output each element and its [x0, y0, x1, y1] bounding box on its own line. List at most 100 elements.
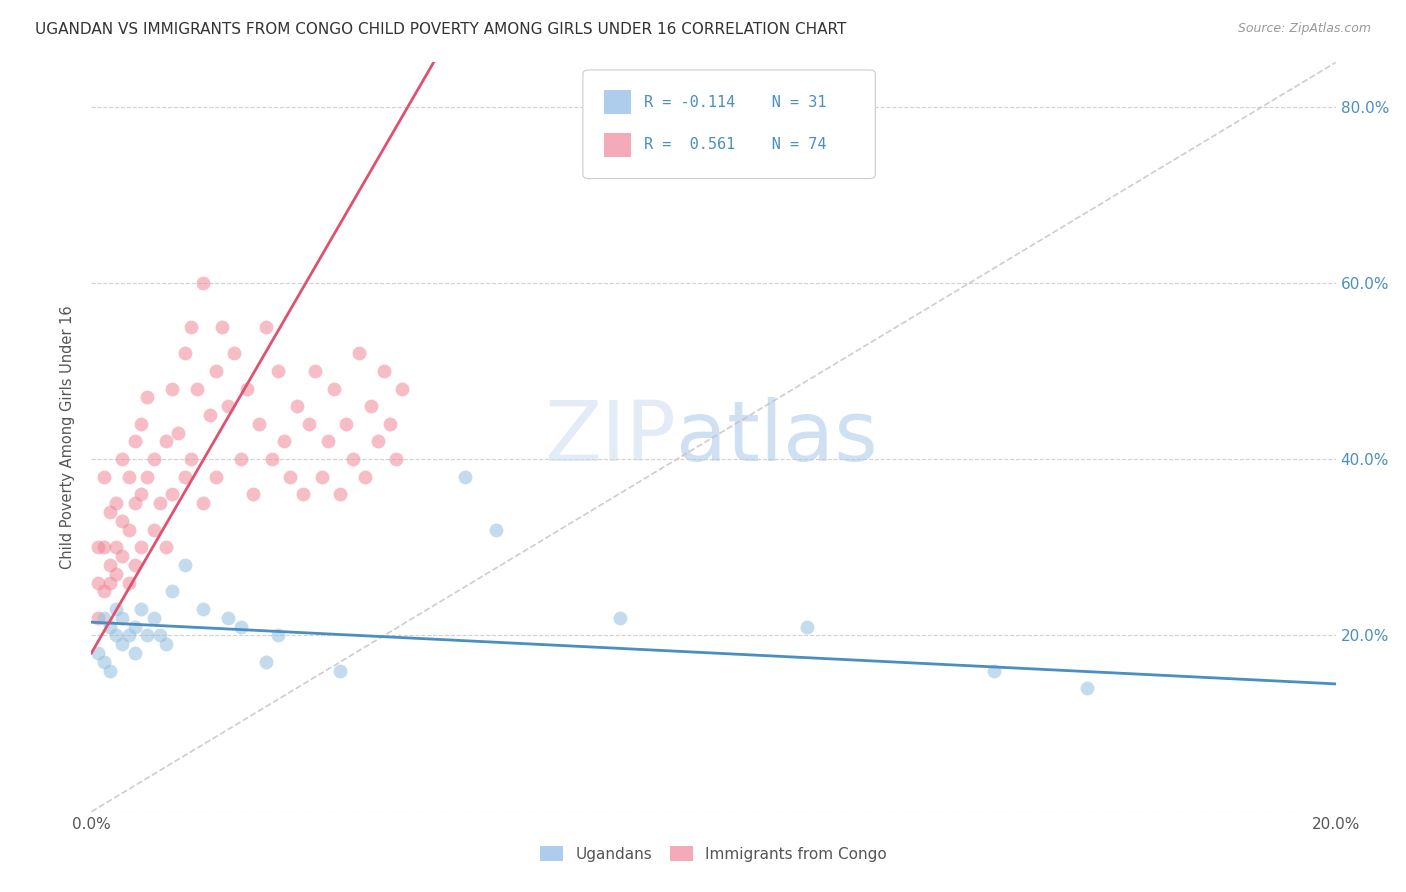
Point: [93, 584, 115, 599]
Point: [111, 611, 134, 625]
Point: [142, 523, 165, 537]
Bar: [605, 133, 631, 157]
Point: [193, 496, 215, 510]
Point: [86, 541, 108, 555]
Point: [105, 628, 128, 642]
Point: [149, 628, 172, 642]
Point: [124, 434, 146, 449]
Point: [118, 469, 141, 483]
Point: [155, 541, 177, 555]
Point: [173, 558, 195, 572]
Point: [111, 514, 134, 528]
Point: [217, 399, 239, 413]
Point: [1076, 681, 1098, 696]
Y-axis label: Child Poverty Among Girls Under 16: Child Poverty Among Girls Under 16: [60, 305, 76, 569]
Point: [224, 346, 246, 360]
Point: [105, 496, 128, 510]
Bar: [605, 90, 631, 114]
Point: [136, 391, 159, 405]
Point: [93, 655, 115, 669]
Point: [129, 602, 152, 616]
Point: [149, 496, 172, 510]
Point: [186, 382, 208, 396]
Point: [111, 549, 134, 563]
Point: [118, 628, 141, 642]
Point: [93, 469, 115, 483]
Point: [367, 434, 389, 449]
Point: [93, 611, 115, 625]
FancyBboxPatch shape: [583, 70, 876, 178]
Text: Source: ZipAtlas.com: Source: ZipAtlas.com: [1237, 22, 1371, 36]
Point: [254, 655, 277, 669]
Point: [267, 628, 290, 642]
Point: [105, 541, 128, 555]
Point: [180, 452, 202, 467]
Point: [124, 646, 146, 660]
Point: [285, 399, 308, 413]
Point: [485, 523, 508, 537]
Point: [193, 602, 215, 616]
Point: [98, 505, 121, 519]
Point: [229, 619, 252, 633]
Point: [162, 487, 184, 501]
Point: [247, 417, 270, 431]
Point: [273, 434, 295, 449]
Point: [98, 664, 121, 678]
Point: [105, 602, 128, 616]
Point: [267, 364, 290, 378]
Point: [162, 382, 184, 396]
Point: [180, 319, 202, 334]
Point: [86, 646, 108, 660]
Point: [124, 619, 146, 633]
Point: [205, 364, 228, 378]
Point: [453, 469, 475, 483]
Point: [229, 452, 252, 467]
Point: [329, 664, 352, 678]
Text: UGANDAN VS IMMIGRANTS FROM CONGO CHILD POVERTY AMONG GIRLS UNDER 16 CORRELATION : UGANDAN VS IMMIGRANTS FROM CONGO CHILD P…: [35, 22, 846, 37]
Point: [342, 452, 364, 467]
Point: [193, 276, 215, 290]
Point: [162, 584, 184, 599]
Text: R = -0.114    N = 31: R = -0.114 N = 31: [644, 95, 827, 110]
Point: [167, 425, 190, 440]
Point: [205, 469, 228, 483]
Point: [98, 575, 121, 590]
Point: [291, 487, 314, 501]
Point: [129, 487, 152, 501]
Point: [329, 487, 352, 501]
Point: [391, 382, 413, 396]
Point: [118, 575, 141, 590]
Point: [136, 628, 159, 642]
Point: [98, 619, 121, 633]
Point: [354, 469, 377, 483]
Point: [86, 611, 108, 625]
Point: [93, 541, 115, 555]
Point: [173, 469, 195, 483]
Point: [360, 399, 382, 413]
Point: [347, 346, 370, 360]
Legend: Ugandans, Immigrants from Congo: Ugandans, Immigrants from Congo: [534, 839, 893, 868]
Point: [242, 487, 264, 501]
Point: [323, 382, 346, 396]
Point: [236, 382, 259, 396]
Point: [142, 611, 165, 625]
Text: ZIP: ZIP: [544, 397, 676, 477]
Text: atlas: atlas: [676, 397, 877, 477]
Point: [373, 364, 395, 378]
Point: [311, 469, 333, 483]
Point: [335, 417, 357, 431]
Point: [136, 469, 159, 483]
Point: [385, 452, 408, 467]
Point: [105, 566, 128, 581]
Point: [198, 408, 221, 422]
Point: [124, 496, 146, 510]
Point: [316, 434, 339, 449]
Point: [111, 452, 134, 467]
Point: [211, 319, 233, 334]
Point: [260, 452, 283, 467]
Point: [378, 417, 401, 431]
Point: [142, 452, 165, 467]
Point: [796, 619, 818, 633]
Point: [155, 637, 177, 651]
Point: [304, 364, 326, 378]
